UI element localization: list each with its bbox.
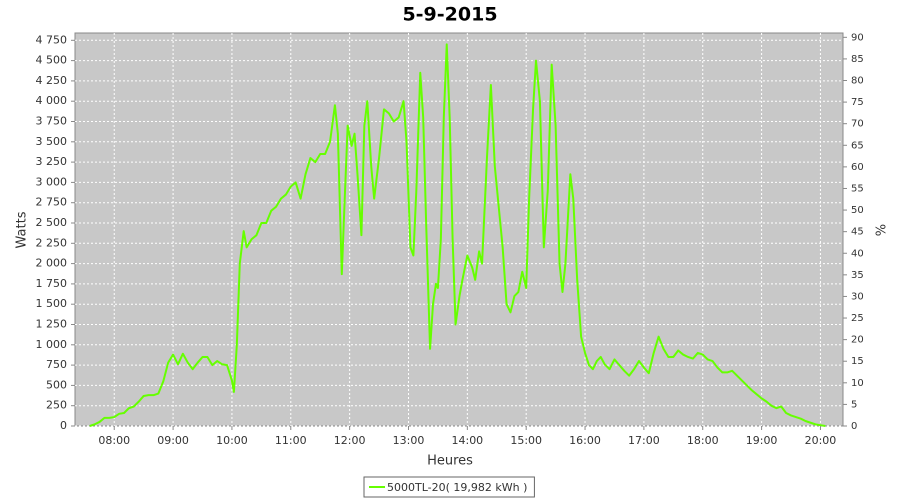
y2-tick-label: 50 [851,205,864,216]
x-tick-label: 18:00 [687,434,719,447]
y-tick-label: 0 [60,419,67,432]
x-tick-label: 17:00 [628,434,660,447]
y2-tick-label: 55 [851,183,864,194]
x-tick-label: 20:00 [805,434,837,447]
legend-box [363,476,535,498]
y2-tick-label: 65 [851,140,864,151]
y2-axis-label: % [875,224,890,236]
y-tick-label: 1 750 [36,277,68,290]
y-axis-label: Watts [15,211,30,248]
y-tick-label: 1 250 [36,318,68,331]
x-tick-label: 19:00 [746,434,778,447]
y-tick-label: 2 750 [36,196,68,209]
x-tick-label: 10:00 [216,434,248,447]
y2-tick-label: 80 [851,76,864,87]
y-tick-label: 3 000 [36,175,68,188]
x-tick-label: 16:00 [569,434,601,447]
x-tick-label: 14:00 [451,434,483,447]
y-tick-label: 3 500 [36,135,68,148]
y-tick-label: 1 500 [36,297,68,310]
y-tick-label: 2 000 [36,257,68,270]
y-tick-label: 4 250 [36,74,68,87]
y-tick-label: 3 250 [36,155,68,168]
x-tick-label: 13:00 [393,434,425,447]
line [89,43,826,427]
y2-tick-label: 85 [851,54,864,65]
x-tick-label: 11:00 [275,434,307,447]
y2-tick-label: 75 [851,97,864,108]
plot-area [74,32,844,427]
x-tick-label: 15:00 [510,434,542,447]
y-tick-label: 4 500 [36,54,68,67]
y2-tick-label: 10 [851,378,864,389]
y-tick-label: 4 000 [36,94,68,107]
y2-tick-label: 60 [851,162,864,173]
legend-label: 5000TL-20( 19,982 kWh ) [387,481,527,494]
y2-tick-label: 15 [851,356,864,367]
x-tick-label: 09:00 [157,434,189,447]
x-tick-label: 12:00 [334,434,366,447]
y-tick-label: 3 750 [36,115,68,128]
chart-title: 5-9-2015 [402,4,497,26]
y-tick-label: 500 [46,378,67,391]
y2-tick-label: 20 [851,335,864,346]
x-axis-label: Heures [427,454,473,469]
y2-tick-label: 5 [851,399,857,410]
y-tick-label: 2 500 [36,216,68,229]
y2-tick-label: 90 [851,32,864,43]
y-tick-label: 750 [46,358,67,371]
y2-tick-label: 40 [851,248,864,259]
y2-tick-label: 45 [851,227,864,238]
y2-tick-label: 70 [851,119,864,130]
y2-tick-label: 0 [851,421,857,432]
y-tick-label: 250 [46,399,67,412]
x-tick-label: 08:00 [98,434,130,447]
y-tick-label: 2 250 [36,236,68,249]
y2-tick-label: 25 [851,313,864,324]
y2-tick-label: 30 [851,291,864,302]
y-tick-label: 1 000 [36,338,68,351]
y2-tick-label: 35 [851,270,864,281]
y-tick-label: 4 750 [36,33,68,46]
